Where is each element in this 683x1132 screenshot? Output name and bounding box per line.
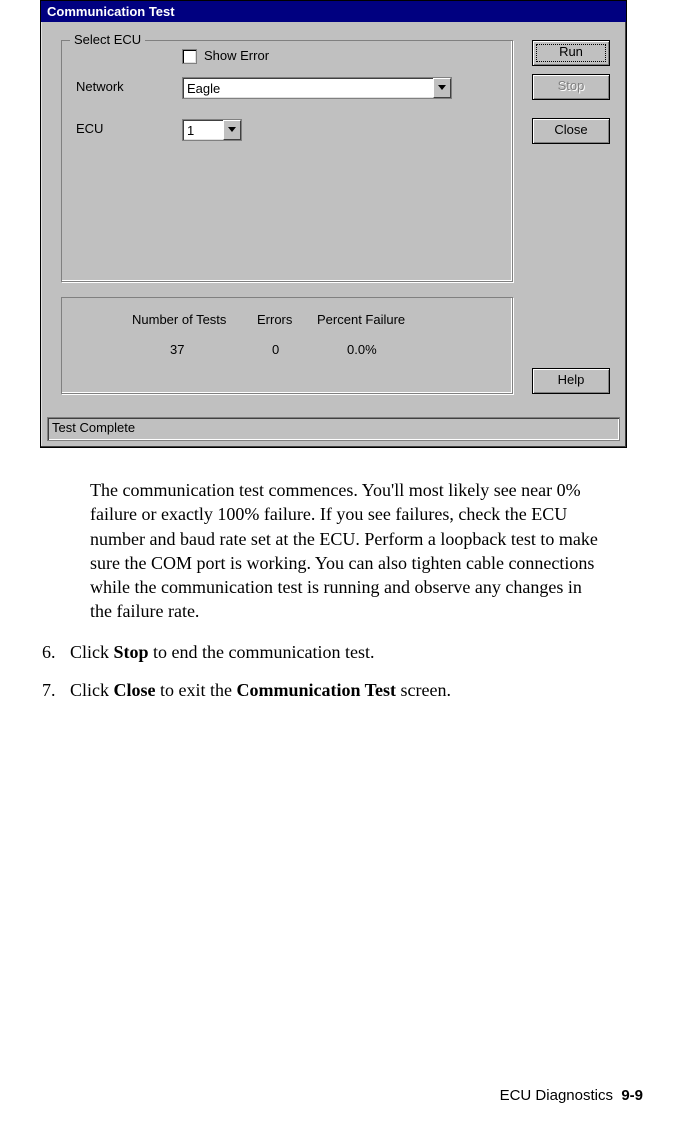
communication-test-dialog: Communication Test Select ECU Show Error…	[40, 0, 627, 448]
val-failure: 0.0%	[347, 342, 377, 357]
close-button[interactable]: Close	[532, 118, 610, 144]
status-bar: Test Complete	[47, 417, 620, 441]
ecu-value: 1	[183, 123, 223, 138]
stop-button[interactable]: Stop	[532, 74, 610, 100]
dialog-title: Communication Test	[47, 4, 175, 19]
run-button[interactable]: Run	[532, 40, 610, 66]
groupbox-legend: Select ECU	[70, 32, 145, 47]
step-6: Click Stop to end the communication test…	[60, 640, 603, 664]
network-label: Network	[76, 79, 124, 94]
chevron-down-icon[interactable]	[433, 78, 451, 98]
step-list: Click Stop to end the communication test…	[38, 640, 603, 703]
step-7: Click Close to exit the Communication Te…	[60, 678, 603, 702]
ecu-label: ECU	[76, 121, 103, 136]
val-tests: 37	[170, 342, 184, 357]
footer-page-number: 9-9	[621, 1087, 643, 1104]
select-ecu-groupbox: Select ECU Show Error Network Eagle ECU …	[61, 40, 513, 282]
results-groupbox: Number of Tests Errors Percent Failure 3…	[61, 297, 513, 394]
chevron-down-icon[interactable]	[223, 120, 241, 140]
footer-section: ECU Diagnostics	[500, 1087, 613, 1104]
help-button[interactable]: Help	[532, 368, 610, 394]
show-error-checkbox[interactable]	[182, 49, 197, 64]
ecu-dropdown[interactable]: 1	[182, 119, 242, 141]
dialog-titlebar: Communication Test	[41, 1, 626, 22]
col-tests: Number of Tests	[132, 312, 226, 327]
network-value: Eagle	[183, 81, 433, 96]
col-errors: Errors	[257, 312, 292, 327]
body-paragraph: The communication test commences. You'll…	[90, 478, 603, 624]
col-failure: Percent Failure	[317, 312, 405, 327]
page-footer: ECU Diagnostics 9-9	[500, 1087, 643, 1104]
val-errors: 0	[272, 342, 279, 357]
show-error-label: Show Error	[204, 48, 269, 63]
status-text: Test Complete	[52, 420, 135, 435]
network-dropdown[interactable]: Eagle	[182, 77, 452, 99]
